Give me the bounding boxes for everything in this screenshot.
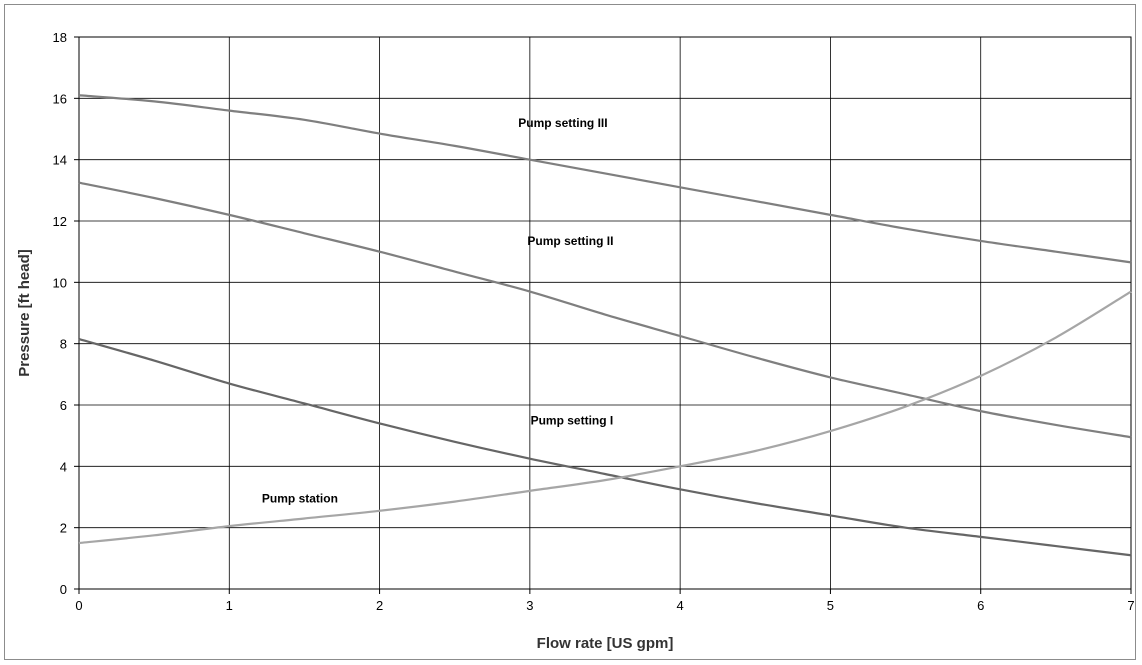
x-tick-label: 5 (827, 598, 834, 613)
x-tick-label: 6 (977, 598, 984, 613)
y-tick-label: 6 (60, 398, 67, 413)
y-tick-label: 10 (53, 275, 67, 290)
series-line-pump-setting-ii (78, 181, 1132, 439)
x-tick-label: 1 (226, 598, 233, 613)
y-tick-label: 18 (53, 30, 67, 45)
x-tick-label: 4 (677, 598, 684, 613)
grid (74, 36, 1132, 594)
series-label-pump-station: Pump station (262, 492, 338, 506)
series-label-pump-setting-iii: Pump setting III (518, 116, 607, 130)
x-tick-labels: 0 1 2 3 4 5 6 7 (75, 598, 1134, 613)
x-tick-label: 3 (526, 598, 533, 613)
y-tick-label: 14 (53, 153, 67, 168)
series-label-pump-setting-i: Pump setting I (531, 413, 614, 427)
series-label-pump-setting-ii: Pump setting II (527, 234, 613, 248)
y-tick-label: 8 (60, 337, 67, 352)
x-tick-label: 0 (75, 598, 82, 613)
series-labels: Pump setting III Pump setting II Pump sett… (262, 116, 614, 506)
y-tick-labels: 0 2 4 6 8 10 12 14 16 18 (53, 30, 67, 597)
plot-area (78, 36, 1132, 590)
series-lines (78, 94, 1132, 557)
x-tick-label: 7 (1127, 598, 1134, 613)
x-tick-label: 2 (376, 598, 383, 613)
y-tick-label: 12 (53, 214, 67, 229)
y-tick-label: 4 (60, 459, 67, 474)
y-tick-label: 2 (60, 521, 67, 536)
series-line-pump-station (78, 290, 1132, 545)
y-tick-label: 0 (60, 582, 67, 597)
x-axis-title: Flow rate [US gpm] (537, 635, 674, 652)
series-line-pump-setting-iii (78, 94, 1132, 264)
series-line-pump-setting-i (78, 338, 1132, 557)
y-axis-title: Pressure [ft head] (16, 249, 33, 377)
y-tick-label: 16 (53, 91, 67, 106)
